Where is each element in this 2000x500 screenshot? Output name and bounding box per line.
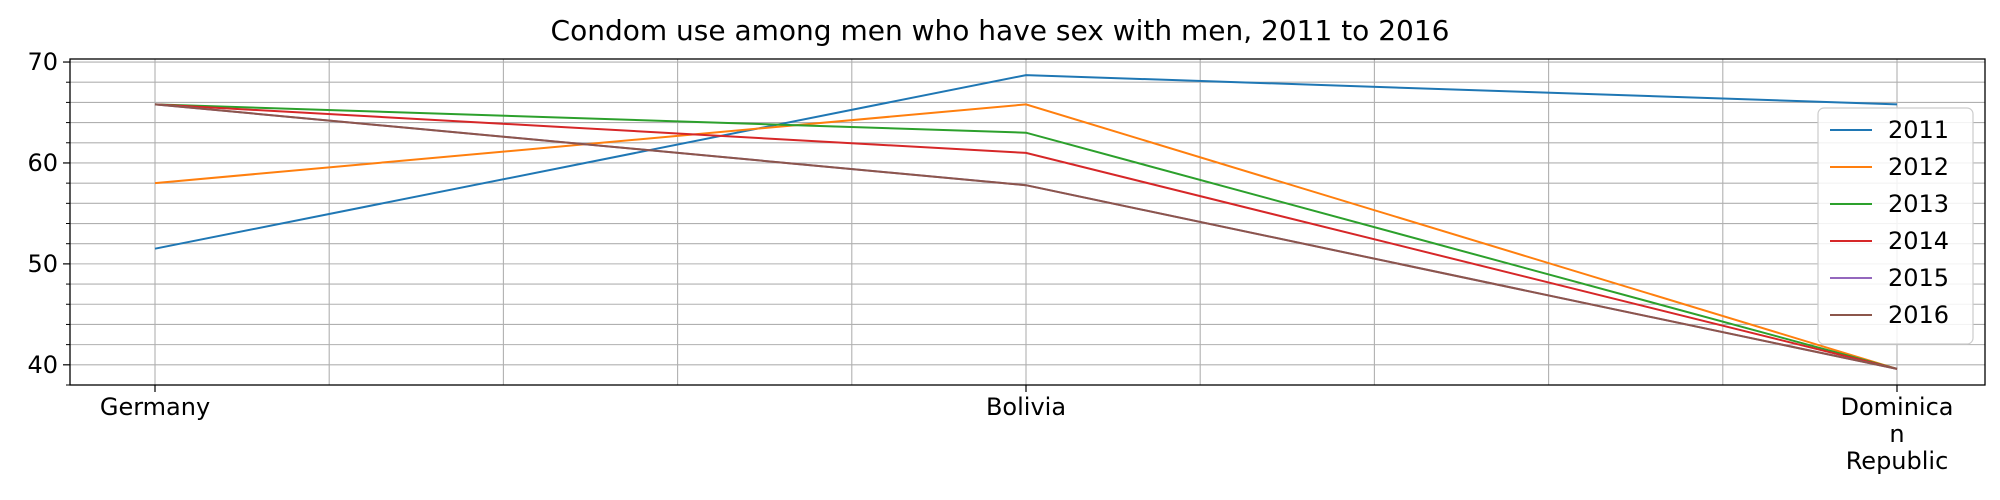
x-tick-label-line: n bbox=[1889, 420, 1904, 448]
x-tick-label-line: Bolivia bbox=[986, 393, 1066, 421]
legend-label: 2012 bbox=[1888, 153, 1949, 181]
series-line-2013 bbox=[154, 103, 1898, 370]
grid bbox=[70, 59, 1985, 386]
x-tick-label-line: Republic bbox=[1846, 447, 1949, 475]
legend-label: 2013 bbox=[1888, 190, 1949, 218]
y-tick-label: 40 bbox=[27, 351, 58, 379]
x-tick-label: Dominica n Republic bbox=[1841, 393, 1954, 475]
legend-label: 2015 bbox=[1888, 264, 1949, 292]
legend: 2011 2012 2013 2014 2015 2016 bbox=[1817, 107, 1974, 345]
x-tick-label: Germany bbox=[100, 393, 210, 421]
y-tick-label: 70 bbox=[27, 48, 58, 76]
y-tick-label: 60 bbox=[27, 149, 58, 177]
chart-title: Condom use among men who have sex with m… bbox=[551, 14, 1450, 47]
series-line-2016 bbox=[154, 103, 1898, 370]
x-tick-label: Bolivia bbox=[986, 393, 1066, 421]
series-line-2011 bbox=[154, 74, 1898, 250]
legend-label: 2016 bbox=[1888, 301, 1949, 329]
series-lines bbox=[154, 74, 1898, 370]
x-tick-label-line: Germany bbox=[100, 393, 210, 421]
plot-frame bbox=[69, 58, 1986, 386]
y-tick-label: 50 bbox=[27, 250, 58, 278]
series-line-2014 bbox=[154, 103, 1898, 370]
series-line-2012 bbox=[154, 103, 1898, 370]
axes: 40 50 60 70 Germany Bolivia Dominica n Republic bbox=[27, 48, 1986, 475]
legend-label: 2014 bbox=[1888, 227, 1949, 255]
legend-label: 2011 bbox=[1888, 116, 1949, 144]
x-tick-label-line: Dominica bbox=[1841, 393, 1954, 421]
